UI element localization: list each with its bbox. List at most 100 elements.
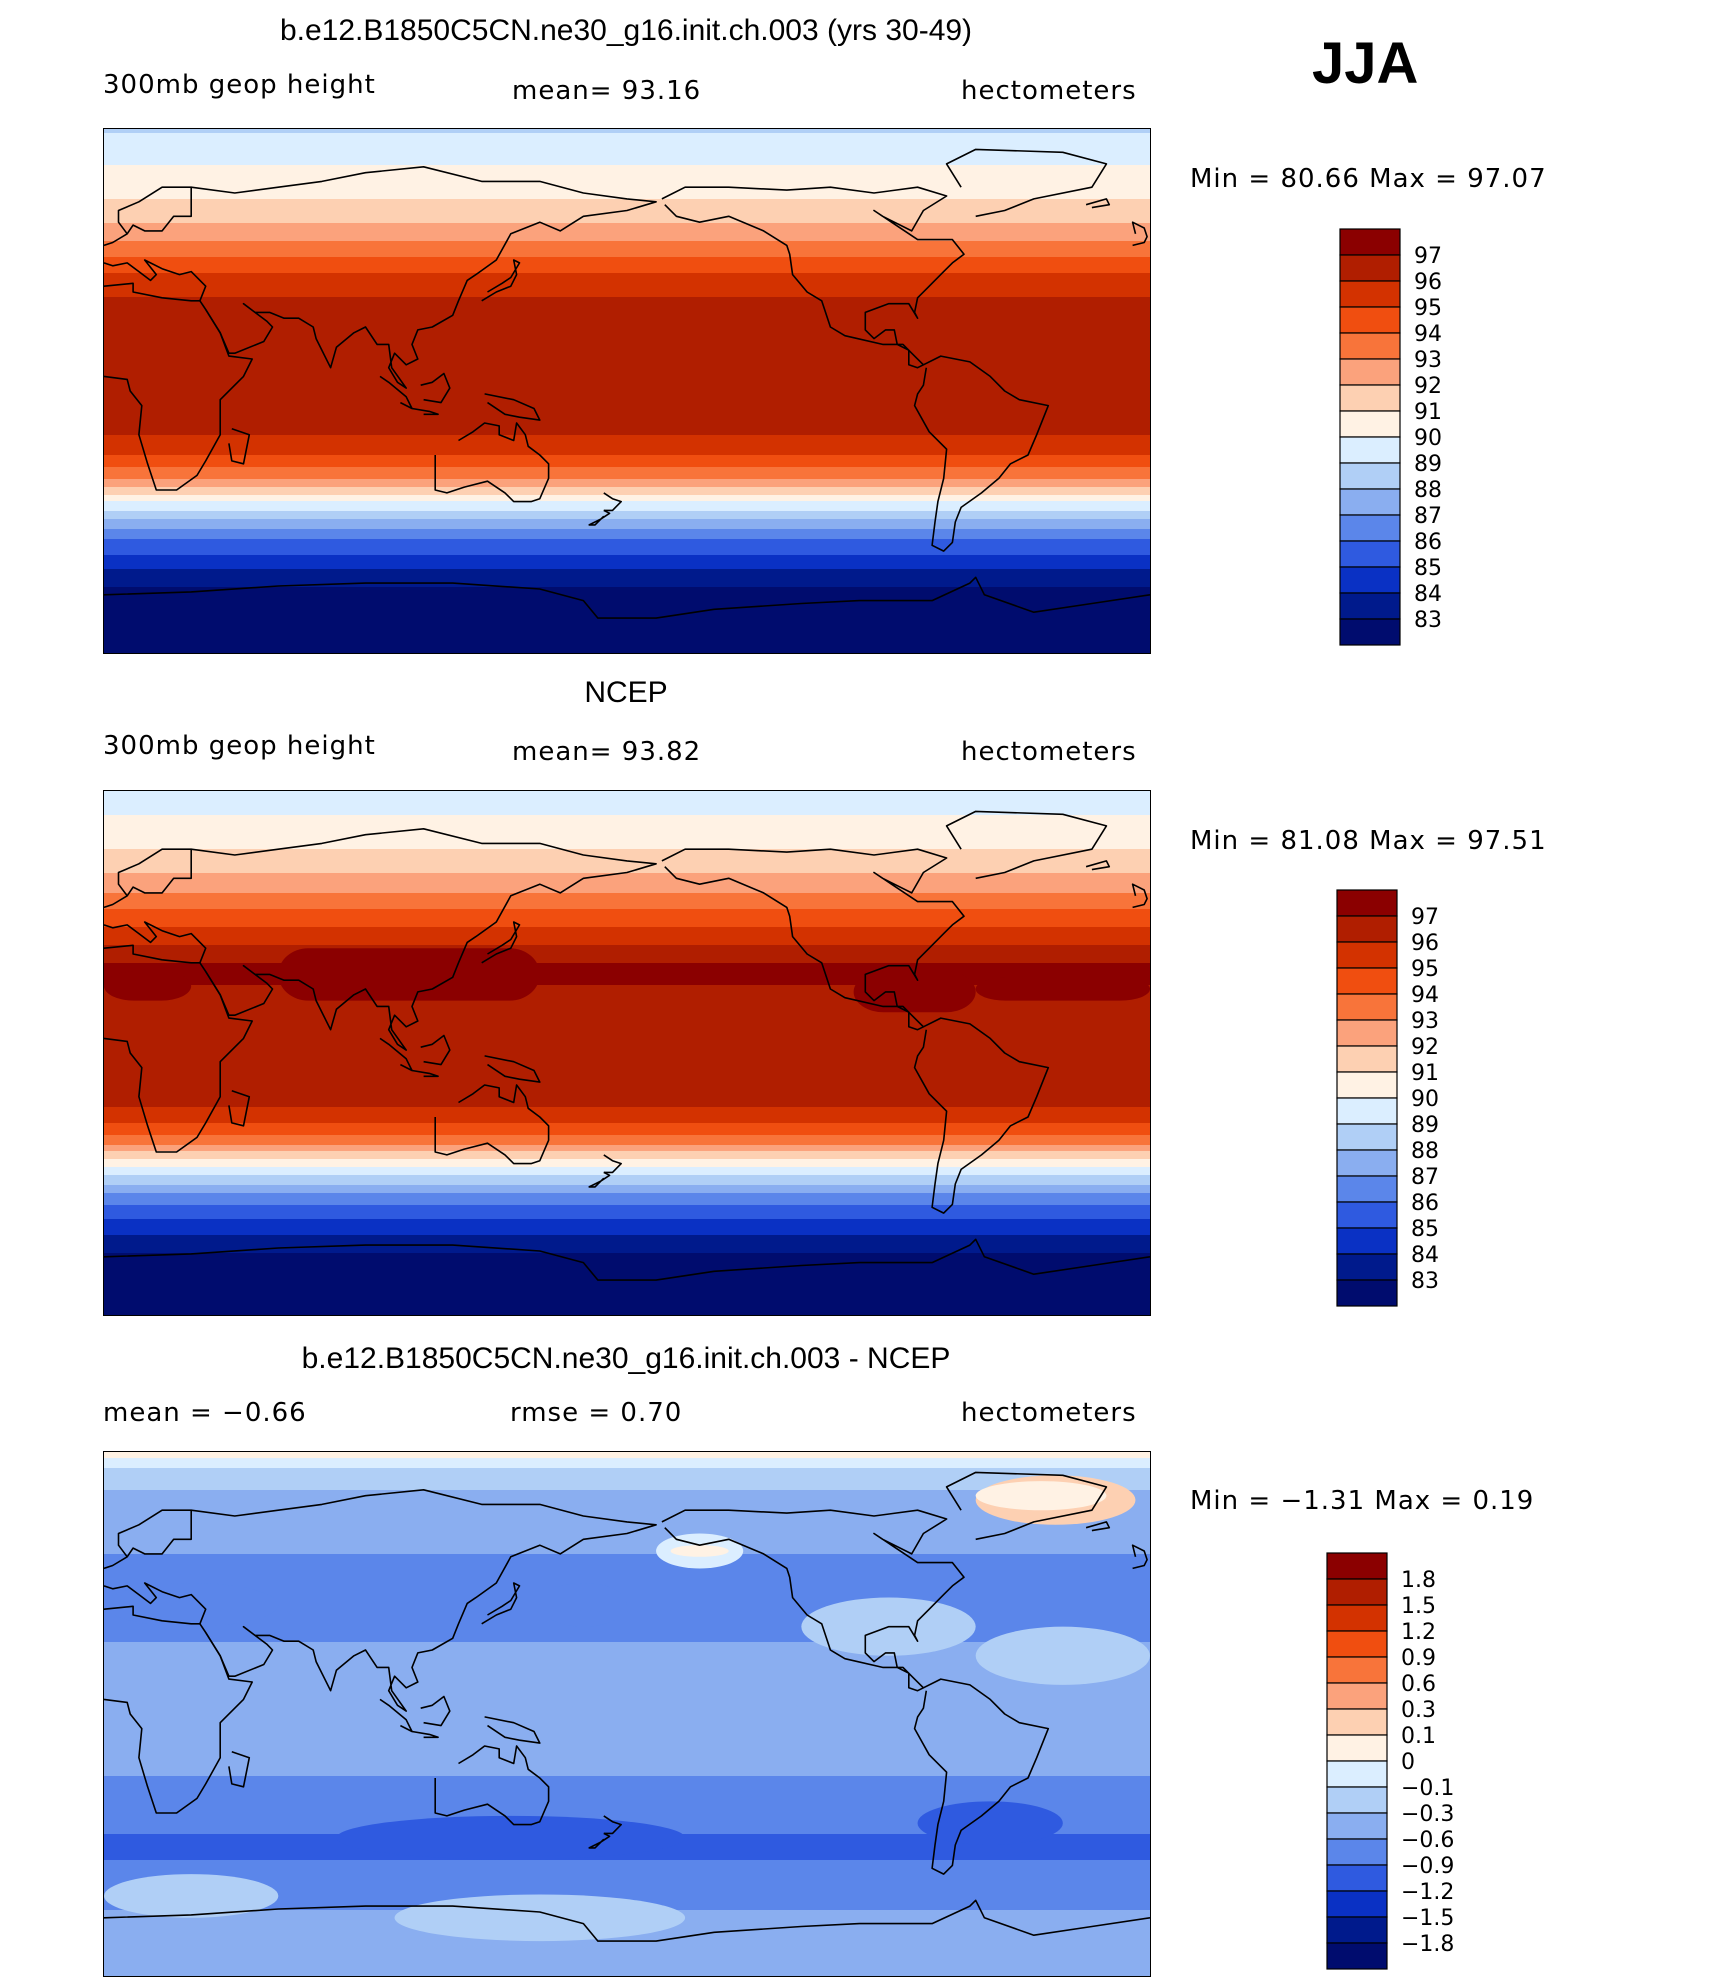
- field-band: [104, 827, 1150, 830]
- field-band: [104, 623, 1150, 626]
- field-band: [104, 1554, 1150, 1557]
- panel1-map: [103, 128, 1151, 654]
- field-band: [104, 203, 1150, 206]
- colorbar-label: 88: [1414, 478, 1442, 503]
- coastline: [913, 1017, 1050, 1214]
- field-band: [104, 559, 1150, 562]
- field-band: [104, 1047, 1150, 1050]
- field-band: [104, 1676, 1150, 1679]
- colorbar-label: 97: [1414, 244, 1442, 269]
- field-band: [104, 599, 1150, 602]
- field-band: [104, 881, 1150, 884]
- field-band: [104, 459, 1150, 462]
- field-band: [104, 637, 1150, 640]
- field-band: [104, 959, 1150, 962]
- field-band: [104, 1247, 1150, 1250]
- field-band: [104, 569, 1150, 572]
- colorbar-label: 89: [1414, 452, 1442, 477]
- field-band: [104, 1017, 1150, 1020]
- colorbar-label: 92: [1414, 374, 1442, 399]
- field-band: [104, 481, 1150, 484]
- colorbar-label: 83: [1414, 608, 1442, 633]
- field-band: [104, 421, 1150, 424]
- field-band: [104, 521, 1150, 524]
- field-band: [104, 1806, 1150, 1809]
- field-band: [104, 1091, 1150, 1094]
- field-band: [104, 793, 1150, 796]
- field-band: [104, 1005, 1150, 1008]
- panel1-minmax: Min = 80.66 Max = 97.07: [1190, 164, 1547, 194]
- field-band: [104, 1542, 1150, 1545]
- field-band: [104, 1814, 1150, 1817]
- field-band: [104, 1289, 1150, 1292]
- field-band: [104, 1107, 1150, 1110]
- field-band: [104, 869, 1150, 872]
- coastline: [104, 1509, 192, 1570]
- field-band: [104, 803, 1150, 806]
- field-band: [104, 1602, 1150, 1605]
- field-band: [104, 1502, 1150, 1505]
- colorbar-label: 91: [1414, 400, 1442, 425]
- field-band: [104, 1950, 1150, 1953]
- field-band: [104, 1798, 1150, 1801]
- colorbar-box: [1336, 1149, 1398, 1177]
- field-band: [104, 579, 1150, 582]
- field-band: [104, 815, 1150, 818]
- field-anomaly: [975, 1626, 1150, 1685]
- colorbar-label: 89: [1411, 1113, 1439, 1138]
- field-band: [104, 565, 1150, 568]
- field-band: [104, 1570, 1150, 1573]
- field-band: [104, 259, 1150, 262]
- field-band: [104, 1868, 1150, 1871]
- field-band: [104, 147, 1150, 150]
- colorbar-box: [1326, 1864, 1388, 1892]
- field-band: [104, 573, 1150, 576]
- field-band: [104, 201, 1150, 204]
- field-band: [104, 381, 1150, 384]
- field-band: [104, 1856, 1150, 1859]
- field-anomaly: [670, 1545, 729, 1557]
- field-band: [104, 831, 1150, 834]
- field-band: [104, 1968, 1150, 1971]
- coastline: [104, 300, 253, 491]
- field-band: [104, 1518, 1150, 1521]
- panel1-field: [104, 129, 1150, 653]
- field-band: [104, 1796, 1150, 1799]
- coastline: [104, 1899, 1150, 1942]
- field-band: [104, 1229, 1150, 1232]
- field-band: [104, 1818, 1150, 1821]
- field-band: [104, 1123, 1150, 1126]
- colorbar-label: −0.9: [1401, 1854, 1454, 1879]
- field-band: [104, 499, 1150, 502]
- field-band: [104, 1121, 1150, 1124]
- field-band: [104, 547, 1150, 550]
- coastline: [481, 259, 521, 302]
- field-band: [104, 1536, 1150, 1539]
- field-band: [104, 1115, 1150, 1118]
- field-band: [104, 1065, 1150, 1068]
- field-band: [104, 1051, 1150, 1054]
- field-band: [104, 843, 1150, 846]
- field-band: [104, 317, 1150, 320]
- coastline: [104, 921, 207, 964]
- field-band: [104, 1656, 1150, 1659]
- field-band: [104, 403, 1150, 406]
- coastline: [434, 422, 550, 503]
- colorbar-box: [1326, 1682, 1388, 1710]
- panel2-mean: mean= 93.82: [512, 737, 702, 767]
- field-band: [104, 467, 1150, 470]
- colorbar-label: 90: [1411, 1087, 1439, 1112]
- field-band: [104, 513, 1150, 516]
- coastline: [104, 1582, 207, 1625]
- field-band: [104, 1185, 1150, 1188]
- field-anomaly: [220, 1670, 453, 1744]
- field-band: [104, 855, 1150, 858]
- field-band: [104, 1235, 1150, 1238]
- field-band: [104, 1474, 1150, 1477]
- coastline: [1131, 1544, 1148, 1570]
- field-band: [104, 1061, 1150, 1064]
- field-band: [104, 1626, 1150, 1629]
- field-band: [104, 1620, 1150, 1623]
- field-band: [104, 597, 1150, 600]
